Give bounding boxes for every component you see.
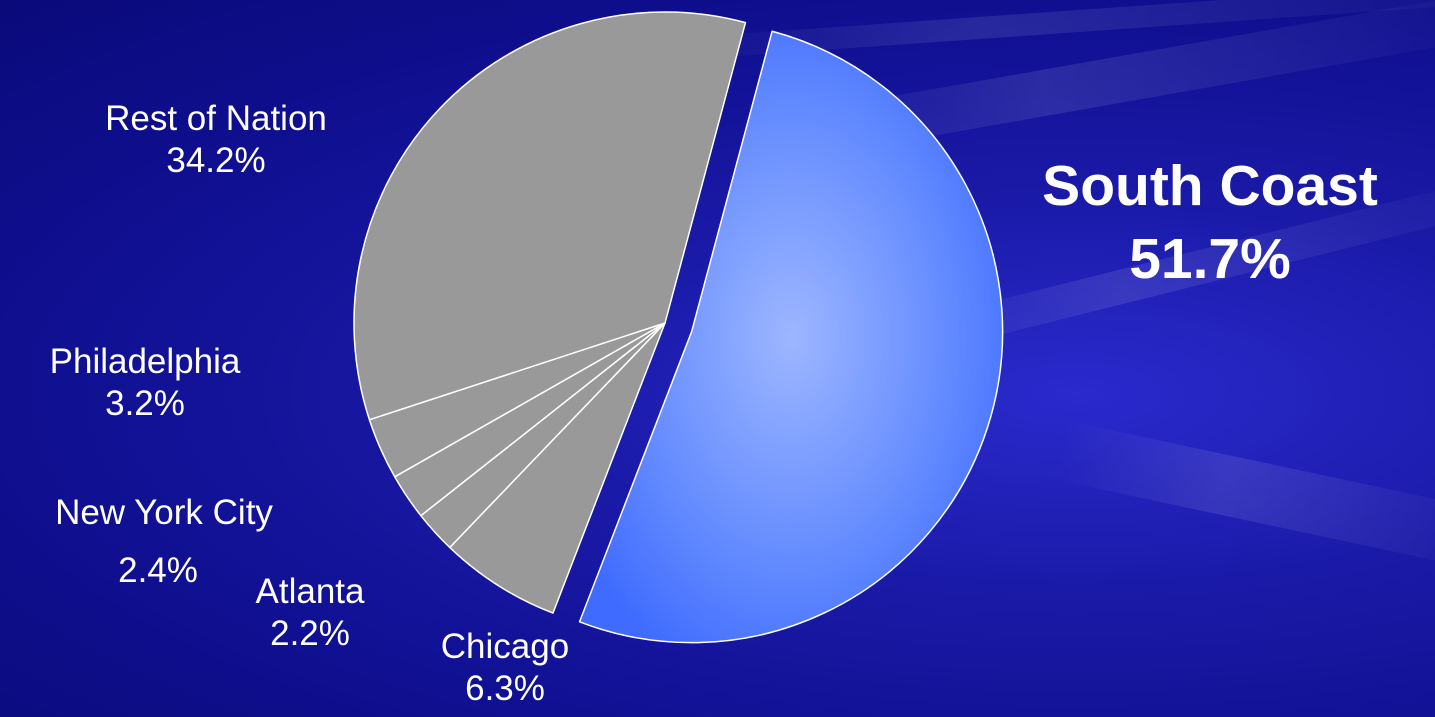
slice-label-rest-of-nation: Rest of Nation 34.2% — [56, 98, 376, 182]
slice-label-value: 6.3% — [465, 669, 545, 708]
pie-slice-chicago — [448, 322, 666, 614]
slice-label-value: 2.2% — [270, 614, 350, 653]
slice-label-name: Atlanta — [255, 572, 365, 611]
slice-label-value: 34.2% — [166, 141, 266, 180]
slice-label-south-coast: South Coast 51.7% — [980, 150, 1435, 296]
slice-label-name: Philadelphia — [49, 342, 241, 381]
slice-label-new-york-city: New York City — [0, 492, 328, 534]
slice-label-name: Chicago — [440, 627, 570, 666]
pie-slice-south-coast — [578, 30, 1004, 644]
slice-label-new-york-city-value: 2.4% — [98, 550, 218, 592]
pie-slice-rest-of-nation — [353, 11, 747, 421]
slice-label-value: 2.4% — [118, 551, 198, 590]
slice-label-value: 3.2% — [105, 384, 185, 423]
slice-label-philadelphia: Philadelphia 3.2% — [0, 341, 290, 425]
slice-label-name: South Coast — [1042, 154, 1378, 218]
slice-label-value: 51.7% — [1129, 227, 1291, 291]
slice-label-atlanta: Atlanta 2.2% — [225, 571, 395, 655]
slice-label-name: New York City — [55, 493, 273, 532]
slice-label-chicago: Chicago 6.3% — [410, 626, 600, 710]
slice-label-name: Rest of Nation — [105, 99, 327, 138]
